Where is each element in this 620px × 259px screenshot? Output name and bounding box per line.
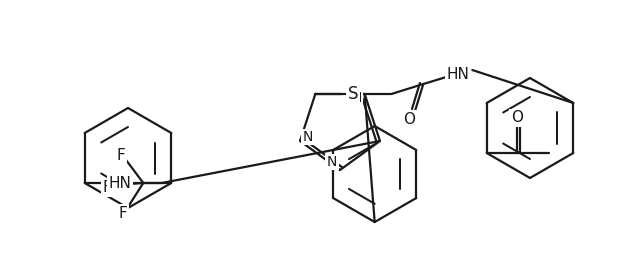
Text: F: F [119, 205, 128, 220]
Text: N: N [303, 130, 313, 144]
Text: HN: HN [447, 67, 470, 82]
Text: F: F [103, 181, 112, 196]
Text: F: F [117, 147, 126, 162]
Text: S: S [348, 85, 358, 103]
Text: O: O [511, 111, 523, 126]
Text: HN: HN [108, 176, 131, 191]
Text: N: N [327, 155, 337, 169]
Text: N: N [352, 91, 362, 105]
Text: O: O [404, 112, 415, 126]
